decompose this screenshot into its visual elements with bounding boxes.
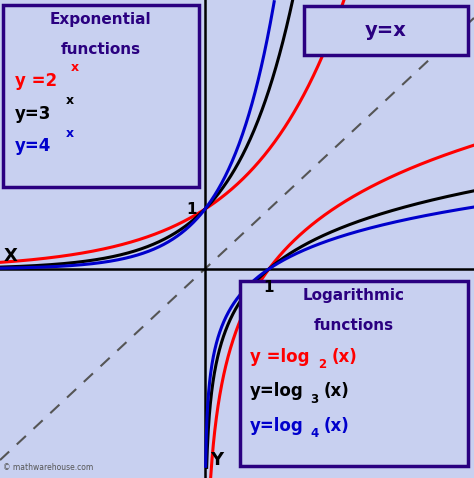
Text: Logarithmic: Logarithmic [303, 288, 405, 303]
Text: (x): (x) [332, 348, 357, 366]
Text: 4: 4 [310, 427, 318, 440]
Text: y=x: y=x [365, 21, 407, 40]
Text: y =log: y =log [250, 348, 310, 366]
Text: (x): (x) [324, 417, 350, 435]
Text: 3: 3 [310, 392, 318, 405]
Text: 1: 1 [264, 280, 274, 294]
Text: X: X [3, 247, 17, 265]
Text: x: x [66, 127, 74, 140]
FancyBboxPatch shape [240, 281, 467, 466]
Text: 2: 2 [318, 358, 326, 371]
Text: x: x [71, 61, 79, 74]
Text: y=3: y=3 [15, 105, 51, 122]
Text: y =2: y =2 [15, 72, 57, 90]
Text: functions: functions [314, 318, 394, 333]
Text: (x): (x) [324, 382, 350, 401]
FancyBboxPatch shape [304, 6, 467, 55]
Text: y=log: y=log [250, 417, 303, 435]
Text: functions: functions [61, 42, 141, 57]
Text: © mathwarehouse.com: © mathwarehouse.com [3, 463, 93, 472]
Text: Y: Y [210, 451, 223, 469]
Text: x: x [66, 94, 74, 107]
Text: 1: 1 [187, 202, 197, 217]
Text: y=log: y=log [250, 382, 303, 401]
Text: y=4: y=4 [15, 138, 51, 155]
Text: Exponential: Exponential [50, 12, 152, 27]
FancyBboxPatch shape [3, 5, 199, 187]
